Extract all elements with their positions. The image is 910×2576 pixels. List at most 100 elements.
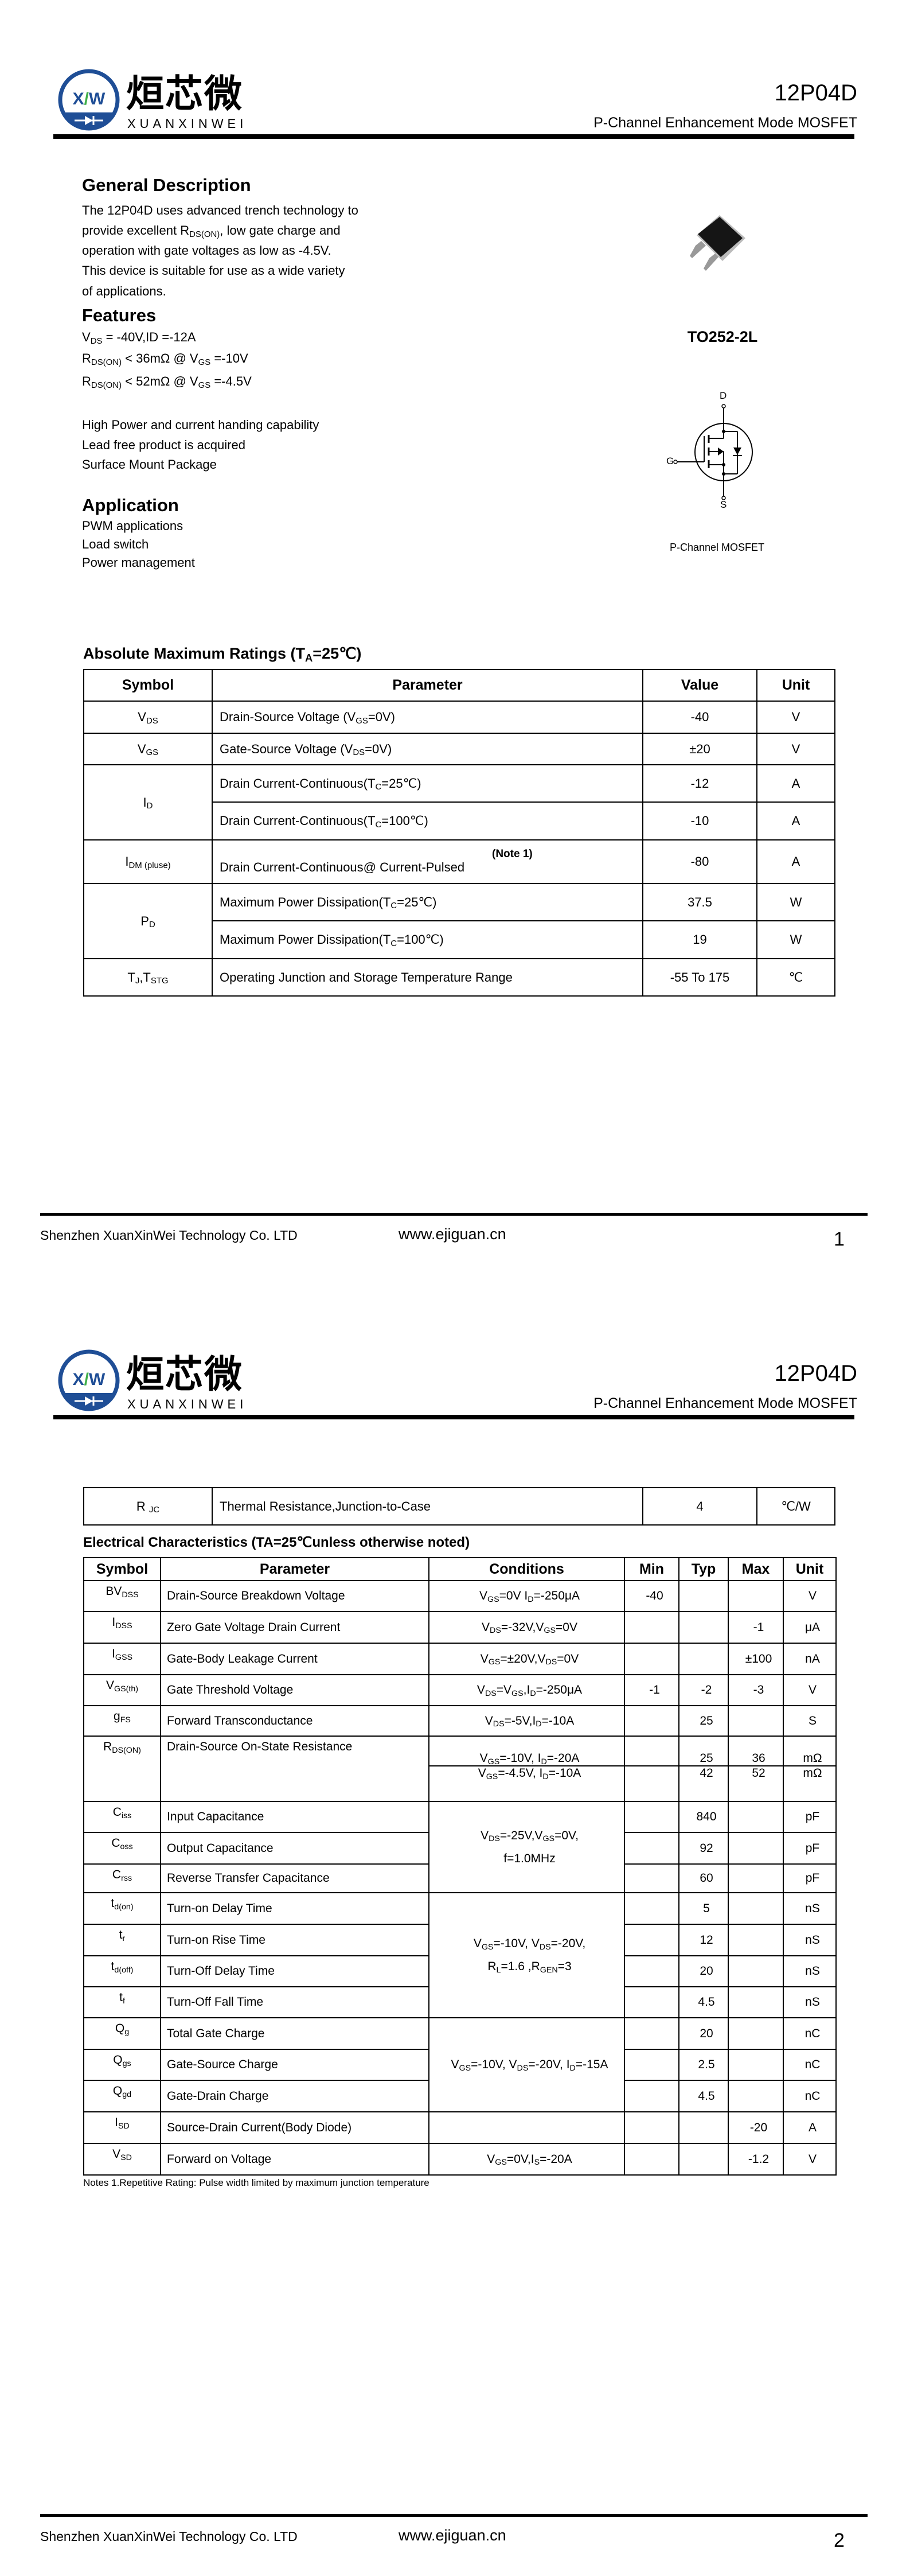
value-cell: -55 To 175 — [642, 958, 757, 997]
footer-website[interactable]: www.ejiguan.cn — [399, 1225, 506, 1243]
text-segment: Drain-Source Voltage (V — [220, 710, 356, 724]
parameter-cell: Operating Junction and Storage Temperatu… — [212, 958, 643, 997]
text-segment: t — [111, 1960, 115, 1973]
text-segment: Q — [112, 2084, 123, 2098]
conditions-cell: VGS=-10V, ID=-20A — [428, 1736, 625, 1766]
text-segment: =-5V,I — [504, 1714, 536, 1727]
unit-cell: nC — [783, 2017, 837, 2050]
table-row: R JC Thermal Resistance,Junction-to-Case 4… — [83, 1487, 835, 1526]
parameter-cell: Turn-Off Fall Time — [160, 1986, 429, 2018]
subscript: DS — [353, 748, 365, 758]
company-logo: X/W 烜芯微 XUANXINWEI — [57, 1348, 252, 1412]
text-segment: =0V) — [365, 741, 392, 756]
text-segment: =3 — [557, 1960, 572, 1973]
unit-cell: nA — [783, 1643, 837, 1675]
subscript: DS — [489, 1834, 500, 1844]
description-line: of applications. — [82, 284, 166, 299]
text-segment: R — [82, 374, 91, 388]
unit-cell: V — [783, 2143, 837, 2176]
text-segment: V — [479, 1752, 488, 1765]
min-cell — [624, 1892, 679, 1925]
text-segment: I — [115, 2116, 118, 2129]
text-segment: Thermal Resistance,Junction-to-Case — [220, 1499, 431, 1513]
parameter-cell: Thermal Resistance,Junction-to-Case — [212, 1487, 643, 1526]
symbol-cell: td(off) — [83, 1955, 161, 1987]
typ-cell — [678, 1643, 729, 1675]
min-cell — [624, 1643, 679, 1675]
text-segment: =±20V,V — [500, 1652, 546, 1666]
subscript: gs — [122, 2059, 131, 2068]
column-header: Min — [624, 1557, 679, 1581]
table-row: PD Maximum Power Dissipation(TC=25℃) 37.5 W — [83, 883, 835, 959]
text-segment: Drain Current-Continuous(T — [220, 814, 376, 828]
typ-cell: -2 — [678, 1674, 729, 1706]
text-segment: R — [103, 1740, 112, 1753]
max-cell — [728, 1705, 784, 1737]
description-line: operation with gate voltages as low as -… — [82, 243, 331, 258]
subscript: SD — [120, 2153, 132, 2162]
logo-english-name: XUANXINWEI — [127, 1397, 248, 1411]
text-segment: t — [119, 1991, 123, 2004]
text-segment: High Power and current handing capabilit… — [82, 418, 319, 432]
subscript: FS — [120, 1715, 131, 1725]
table-row: Ciss Input Capacitance VDS=-25V,VGS=0V, f=1… — [83, 1801, 837, 1893]
value-cell: ±20 — [642, 733, 757, 765]
unit-cell: A — [756, 801, 835, 840]
header-divider — [53, 1415, 854, 1419]
description-line: The 12P04D uses advanced trench technolo… — [82, 203, 358, 218]
text-segment: P — [140, 913, 149, 928]
subscript: D — [542, 1772, 549, 1781]
column-header: Typ — [678, 1557, 729, 1581]
subscript: DS(ON) — [112, 1745, 141, 1755]
pin-drain-label: D — [720, 390, 727, 401]
text-segment: This device is suitable for use as a wid… — [82, 263, 345, 278]
part-number: 12P04D — [774, 80, 857, 106]
text-segment: I — [125, 854, 129, 869]
max-cell: 36 — [728, 1736, 784, 1766]
application-item: Power management — [82, 555, 195, 570]
footer-divider — [40, 2514, 868, 2517]
text-segment: t — [111, 1897, 115, 1910]
unit-cell: A — [783, 2111, 837, 2144]
text-segment: =0V, — [554, 1828, 579, 1842]
text-segment: V — [478, 1766, 486, 1780]
subscript: rss — [121, 1873, 132, 1883]
min-cell — [624, 2080, 679, 2112]
parameter-cell: Turn-on Rise Time — [160, 1924, 429, 1956]
parameter-cell: Turn-Off Delay Time — [160, 1955, 429, 1987]
conditions-cell: VDS=-32V,VGS=0V — [428, 1611, 625, 1644]
unit-cell: nS — [783, 1924, 837, 1956]
min-cell — [624, 1863, 679, 1893]
max-cell: ±100 — [728, 1643, 784, 1675]
subscript: GS — [511, 1688, 524, 1698]
text-segment: I — [112, 1647, 115, 1660]
min-cell — [624, 2017, 679, 2050]
text-segment: I — [112, 1616, 116, 1629]
min-cell — [624, 1832, 679, 1865]
symbol-cell: Qgs — [83, 2049, 161, 2081]
conditions-cell: VGS=-4.5V, ID=-10A — [428, 1765, 625, 1802]
text-segment: Gate-Source Voltage (V — [220, 741, 353, 756]
text-segment: Drain Current-Continuous(T — [220, 776, 376, 791]
electrical-characteristics-table: Symbol Parameter Conditions Min Typ Max Unit BV… — [83, 1557, 837, 2176]
text-segment: =25℃) — [397, 894, 437, 909]
text-segment: V — [451, 2058, 459, 2072]
symbol-cell: ID — [83, 764, 213, 840]
package-name: TO252-2L — [687, 328, 758, 345]
max-cell — [728, 2080, 784, 2112]
min-cell: -40 — [624, 1580, 679, 1612]
text-segment: =25℃) — [381, 776, 421, 791]
text-segment: R — [136, 1499, 149, 1513]
application-item: PWM applications — [82, 519, 183, 534]
text-segment: Operating Junction and Storage Temperatu… — [220, 970, 513, 985]
p-channel-mosfet-symbol-icon — [673, 404, 753, 500]
footer-website[interactable]: www.ejiguan.cn — [399, 2527, 506, 2544]
text-segment: Maximum Power Dissipation(T — [220, 932, 391, 947]
subscript: C — [390, 901, 397, 911]
subscript: D — [528, 1594, 534, 1604]
subscript: DS — [517, 2063, 529, 2073]
text-segment: V — [106, 1679, 114, 1692]
text-segment: < 52mΩ @ V — [122, 374, 198, 388]
parameter-cell: Forward on Voltage — [160, 2143, 429, 2176]
unit-cell: W — [756, 883, 835, 921]
